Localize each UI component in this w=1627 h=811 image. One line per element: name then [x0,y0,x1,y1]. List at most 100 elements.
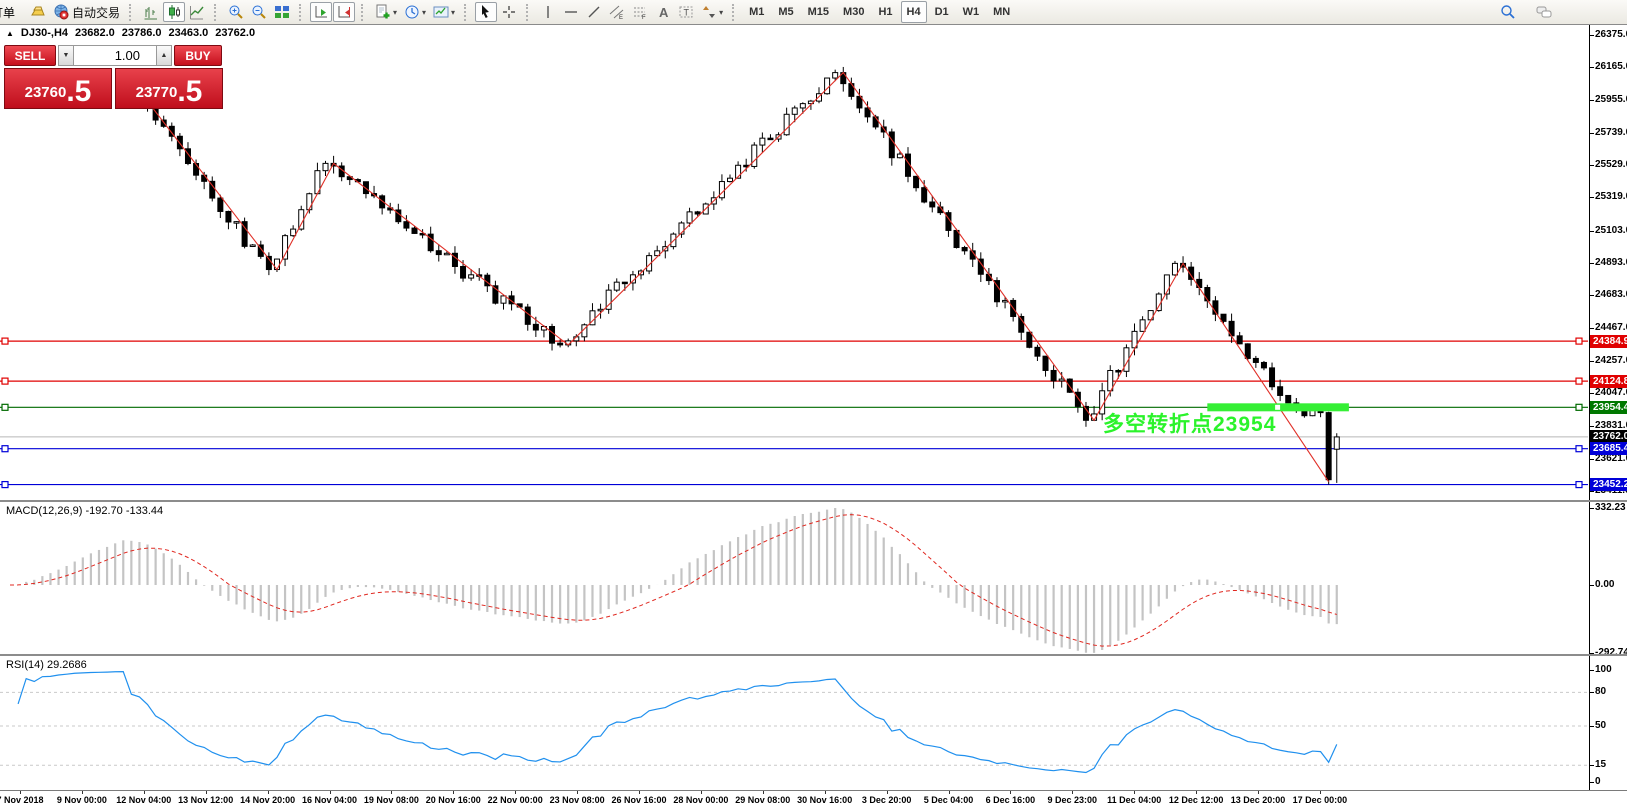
quote-close: 23762.0 [215,27,256,39]
time-axis-tick-mark [700,791,702,794]
cursor-button[interactable] [475,2,498,22]
rsi-line [17,671,1338,774]
macd-signal-line [9,514,1337,647]
quote-low: 23463.0 [168,27,209,39]
sell-button[interactable]: SELL [4,45,56,66]
time-axis-tick-mark [1196,791,1198,794]
symbol-period: DJ30-,H4 [20,27,68,39]
price-axis-tick-mark [1590,165,1594,167]
zigzag-trendline[interactable] [130,71,1330,483]
crosshair-button[interactable] [498,2,520,22]
time-axis[interactable]: 7 Nov 2018 9 Nov 00:00 12 Nov 04:00 13 Nov … [0,790,1627,811]
chevron-down-icon: ▾ [393,7,398,17]
hline-handle[interactable] [1,337,9,345]
price-axis-tick-mark [1590,34,1594,36]
price-line-label: 23954.4 [1590,400,1627,414]
collapse-triangle-icon[interactable]: ▲ [6,28,14,38]
toolbar-separator [361,3,367,21]
periods-button[interactable]: ▾ [401,2,429,22]
auto-scroll-button[interactable] [310,2,333,22]
text-label-button[interactable]: T [675,2,697,22]
volume-increase-button[interactable]: ▲ [156,45,172,66]
price-axis-tick: 26165.0 [1595,61,1627,73]
templates-button[interactable]: ▾ [430,2,458,22]
buy-price-block[interactable]: 23770.5 [115,68,223,109]
hline-handle[interactable] [1,480,9,489]
tile-windows-button[interactable] [271,2,293,22]
hline-handle[interactable] [1575,403,1583,411]
timeframe-M15[interactable]: M15 [807,6,830,18]
time-axis-tick-mark [1134,791,1136,794]
volume-decrease-button[interactable]: ▼ [58,45,74,66]
chat-icon[interactable] [1533,2,1555,22]
time-axis-tick-mark [515,791,517,794]
candlestick-chart-button[interactable] [163,2,186,22]
price-axis-tick: 24893.0 [1595,256,1627,268]
timeframe-H1[interactable]: H1 [878,6,893,18]
chart-shift-button[interactable] [333,2,356,22]
time-axis-label: 14 Nov 20:00 [240,795,296,805]
sell-price-block[interactable]: 23760.5 [4,68,112,109]
vertical-line-button[interactable] [537,2,559,22]
time-axis-tick-mark [81,791,83,794]
timeframe-H4[interactable]: H4 [900,1,927,23]
price-axis-tick: 24047.0 [1595,387,1627,399]
price-axis-tick: 25739.0 [1595,126,1627,138]
timeframe-M5[interactable]: M5 [778,6,794,18]
trend-annotation-text[interactable]: 多空转折点23954 [1103,413,1277,436]
time-axis-tick-mark [886,791,888,794]
hline-handle[interactable] [1,403,9,411]
bar-chart-button[interactable] [140,2,162,22]
time-axis-label: 16 Nov 04:00 [301,795,358,805]
main-macd-divider[interactable] [0,500,1627,502]
time-axis-label: 29 Nov 08:00 [735,795,791,805]
autotrading-icon [54,4,69,20]
hline-handle[interactable] [1575,480,1583,489]
text-button[interactable]: A [652,2,674,22]
zoom-in-button[interactable] [225,2,247,22]
volume-stepper: ▼ ▲ [58,45,172,66]
price-axis-tick-mark [1590,132,1594,134]
buy-button[interactable]: BUY [174,45,222,66]
timeframe-D1[interactable]: D1 [934,6,949,18]
search-button[interactable] [1497,2,1519,22]
zoom-out-button[interactable] [248,2,270,22]
indicators-button[interactable]: ▾ [372,2,400,22]
hline-handle[interactable] [1,377,9,385]
toolbar-separator [129,3,135,21]
price-axis-tick: 24467.0 [1595,322,1627,334]
arrows-button[interactable]: ▾ [698,2,726,22]
volume-input[interactable] [74,45,156,66]
autotrading-button[interactable]: 自动交易 [50,2,123,22]
hline-handle[interactable] [1575,445,1583,453]
new-order-button[interactable]: 订单 [0,5,16,20]
hline-handle[interactable] [1575,337,1583,345]
timeframe-M30[interactable]: M30 [843,6,865,18]
rsi-axis-tick: 100 [1595,664,1612,675]
hline-handle[interactable] [1575,377,1583,385]
timeframe-M1[interactable]: M1 [749,6,765,18]
price-axis[interactable]: 26375.0 26165.0 25955.0 25739.0 25529.0 25319… [1589,24,1627,790]
chevron-down-icon: ▾ [422,7,427,17]
fibonacci-button[interactable]: F [629,2,651,22]
gold-icon[interactable] [27,2,49,22]
rsi-axis-tick-mark [1590,692,1594,694]
horizontal-line-button[interactable] [560,2,582,22]
equidistant-channel-button[interactable]: E [606,2,628,22]
hline-handle[interactable] [1,445,9,453]
chevron-down-icon: ▾ [451,7,456,17]
time-axis-tick-mark [639,791,640,794]
timeframe-MN[interactable]: MN [993,6,1011,18]
macd-rsi-divider[interactable] [0,654,1627,656]
toolbar: 订单 自动交易 ▾ ▾ ▾ E F A T ▾ M1 M5 M15 M30 H1 [0,0,1627,25]
time-axis-label: 5 Dec 04:00 [923,795,974,805]
timeframe-W1[interactable]: W1 [962,6,980,18]
toolbar-separator [732,3,738,21]
price-axis-tick-mark [1590,295,1594,297]
line-chart-button[interactable] [186,2,208,22]
price-axis-tick: 25955.0 [1595,93,1627,105]
highlight-bar-handle[interactable] [1275,404,1281,410]
trendline-button[interactable] [583,2,605,22]
price-axis-tick: 25103.0 [1595,224,1627,236]
